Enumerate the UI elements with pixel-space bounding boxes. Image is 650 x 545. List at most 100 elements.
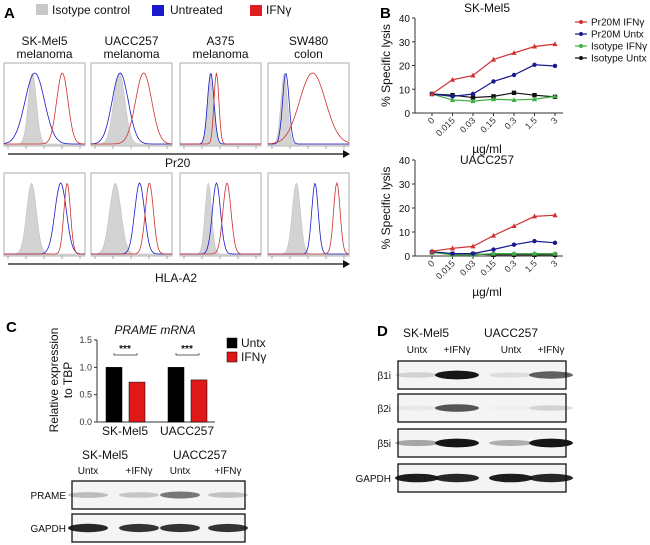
x-tick-label: 1.5 [523, 115, 539, 131]
legend-label: IFNγ [266, 3, 291, 17]
blot-band [119, 523, 159, 533]
data-point [531, 96, 538, 102]
blot-lane-label: Untx [78, 466, 99, 477]
legend-swatch [226, 351, 238, 363]
cell-line-name: SW480 [289, 34, 329, 48]
legend-marker [579, 32, 583, 36]
prame-mrna-chart: PRAME mRNA 0.0 0.5 1.0 1.5 Relative expressio… [47, 323, 266, 438]
histogram-untreated [268, 72, 349, 145]
blot-band [208, 523, 248, 533]
y-tick-label: 1.0 [79, 362, 92, 372]
legend-label: Isotype IFNγ [591, 42, 647, 53]
blot-group-label: UACC257 [484, 326, 538, 340]
legend-swatch-ifng [250, 5, 262, 16]
blot-row-label: GAPDH [355, 474, 391, 485]
bar [190, 379, 208, 423]
y-axis-label: % Specific lysis [379, 167, 393, 250]
x-tick-label: 0.15 [478, 258, 497, 277]
x-tick-label: 0.03 [458, 258, 477, 277]
legend-marker [579, 20, 583, 24]
histogram-ifng [91, 182, 172, 255]
cell-line-name: A375 [206, 34, 234, 48]
y-tick-label: 40 [399, 156, 411, 167]
x-axis-label: µg/ml [472, 142, 502, 156]
legend-swatch-isotype [36, 4, 48, 15]
series-line [431, 43, 556, 95]
x-tick-label: 3 [549, 115, 560, 126]
blot-band [160, 523, 200, 533]
y-axis-label: % Specific lysis [379, 24, 393, 107]
x-tick-label: 0 [426, 258, 437, 269]
blot-lane-label: +IFNγ [126, 466, 153, 477]
data-point [490, 232, 497, 238]
data-point [491, 247, 496, 252]
data-point [511, 242, 517, 247]
data-point [470, 72, 476, 78]
data-point [552, 212, 558, 218]
x-axis-label: µg/ml [472, 285, 502, 299]
chart-title: PRAME mRNA [114, 323, 195, 337]
legend-marker [579, 56, 583, 60]
data-point [449, 245, 456, 251]
data-point [511, 223, 517, 228]
panel-a-legend: Isotype control Untreated IFNγ [36, 3, 291, 17]
arrow-head-icon [343, 150, 350, 158]
chart-title: SK-Mel5 [464, 1, 510, 15]
data-point [490, 250, 497, 256]
x-tick-label: 0.3 [502, 258, 518, 274]
histogram-ifng [267, 72, 350, 145]
legend-marker [579, 44, 583, 48]
data-point [470, 251, 476, 256]
x-tick-label: 0.03 [458, 115, 477, 134]
chart-title: UACC257 [460, 153, 514, 167]
data-point [470, 91, 476, 97]
bar [167, 367, 185, 423]
data-point [490, 56, 497, 62]
blot-band [395, 473, 439, 483]
data-point [511, 97, 517, 102]
legend-label: Isotype control [52, 3, 130, 17]
y-tick-label: 20 [399, 204, 411, 215]
y-axis-label: Relative expressionto TBP [47, 328, 75, 433]
panel-label-c: C [6, 319, 17, 336]
y-tick-label: 40 [399, 14, 411, 25]
data-point [490, 96, 497, 102]
blot-band [529, 371, 573, 379]
blot-lane-label: +IFNγ [538, 345, 565, 356]
histogram-frame [3, 172, 86, 257]
histogram-frame [179, 62, 262, 147]
axis-label-pr20: Pr20 [165, 156, 191, 170]
data-point [511, 50, 517, 55]
data-point [531, 213, 538, 219]
y-tick-label: 0.5 [79, 390, 92, 400]
y-axis-label-line: Relative expression [47, 328, 61, 433]
x-tick-label: 0.15 [478, 115, 497, 134]
blot-band [395, 372, 439, 378]
y-tick-label: 0.0 [79, 417, 92, 427]
y-axis-label-line: to TBP [61, 362, 75, 398]
significance-bracket [175, 353, 200, 356]
blot-band [489, 440, 533, 446]
histogram-untreated [90, 72, 172, 145]
x-tick-label: SK-Mel5 [102, 424, 148, 438]
data-point [491, 79, 496, 84]
blot-group-label: SK-Mel5 [403, 326, 449, 340]
blot-group-label: UACC257 [173, 448, 227, 462]
panel-label-b: B [380, 5, 391, 22]
blot-row-label: β5i [377, 439, 391, 450]
axis-label-hla-a2: HLA-A2 [155, 271, 197, 285]
y-tick-label: 10 [399, 228, 411, 239]
significance-stars: *** [119, 344, 131, 355]
histogram-untreated [3, 72, 85, 145]
panel-label-d: D [377, 323, 388, 340]
blot-lane-label: +IFNγ [444, 345, 471, 356]
histogram-frame [3, 62, 86, 147]
immunoproteasome-western-blot: SK-Mel5 UACC257 Untx +IFNγ Untx +IFNγ β1i β2i β5… [355, 326, 573, 493]
histogram-ifng [4, 182, 85, 255]
cell-line-type: melanoma [16, 47, 72, 61]
data-point [511, 72, 517, 78]
blot-lane-label: Untx [170, 466, 191, 477]
legend-label: Pr20M IFNγ [591, 18, 644, 29]
blot-group-label: SK-Mel5 [82, 448, 128, 462]
